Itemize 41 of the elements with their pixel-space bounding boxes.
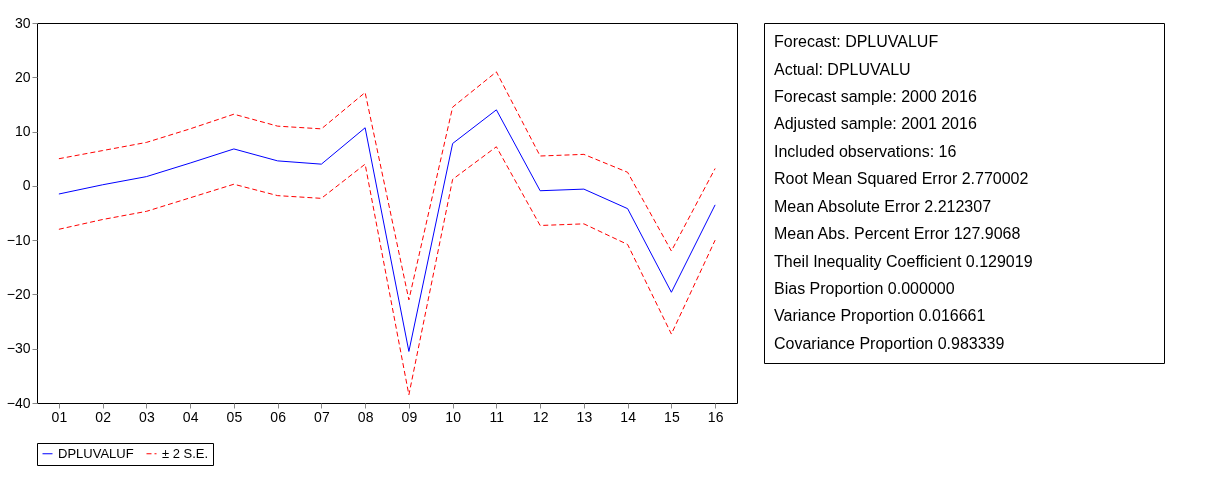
- x-tick-label: 02: [95, 408, 112, 425]
- x-tick-label: 07: [314, 408, 330, 425]
- y-tick-label: −10: [6, 231, 31, 248]
- x-tick-label: 10: [445, 408, 462, 425]
- x-tick-label: 14: [620, 408, 637, 425]
- x-tick-label: 01: [51, 408, 68, 425]
- line-series: [58, 146, 716, 396]
- legend-label: ± 2 S.E.: [162, 445, 209, 461]
- x-tick-label: 03: [139, 408, 155, 425]
- text: Mean Abs. Percent Error 127.9068: [774, 225, 1021, 243]
- text: Root Mean Squared Error 2.770002: [774, 170, 1029, 188]
- x-tick-label: 16: [707, 408, 724, 425]
- y-tick-label: 10: [14, 123, 31, 140]
- x-tick-label: 04: [182, 408, 199, 425]
- x-tick-label: 09: [401, 408, 418, 425]
- text: Theil Inequality Coefficient 0.129019: [774, 252, 1033, 270]
- text: Adjusted sample: 2001 2016: [774, 115, 977, 133]
- text: Included observations: 16: [774, 142, 957, 160]
- y-tick-label: −30: [6, 340, 31, 357]
- text: Variance Proportion 0.016661: [774, 307, 986, 325]
- x-tick-label: 08: [357, 408, 374, 425]
- y-tick-label: 20: [14, 68, 31, 85]
- text: Actual: DPLUVALU: [774, 60, 911, 78]
- x-tick-label: 13: [576, 408, 593, 425]
- y-tick-label: −20: [6, 285, 31, 302]
- y-tick-label: −40: [6, 394, 31, 411]
- text: Mean Absolute Error 2.212307: [774, 197, 992, 215]
- x-tick-label: 12: [532, 408, 549, 425]
- x-tick-label: 06: [270, 408, 287, 425]
- text: Forecast: DPLUVALUF: [774, 33, 939, 51]
- x-tick-label: 05: [226, 408, 243, 425]
- text: Covariance Proportion 0.983339: [774, 334, 1005, 352]
- x-tick-label: 11: [489, 408, 505, 425]
- y-tick-label: 0: [22, 177, 31, 194]
- legend-label: DPLUVALUF: [58, 445, 134, 461]
- line-series: [58, 71, 716, 301]
- text: Bias Proportion 0.000000: [774, 279, 955, 297]
- y-tick-label: 30: [14, 14, 31, 31]
- text: Forecast sample: 2000 2016: [774, 88, 977, 106]
- line-series: [58, 109, 716, 352]
- x-tick-label: 15: [664, 408, 680, 425]
